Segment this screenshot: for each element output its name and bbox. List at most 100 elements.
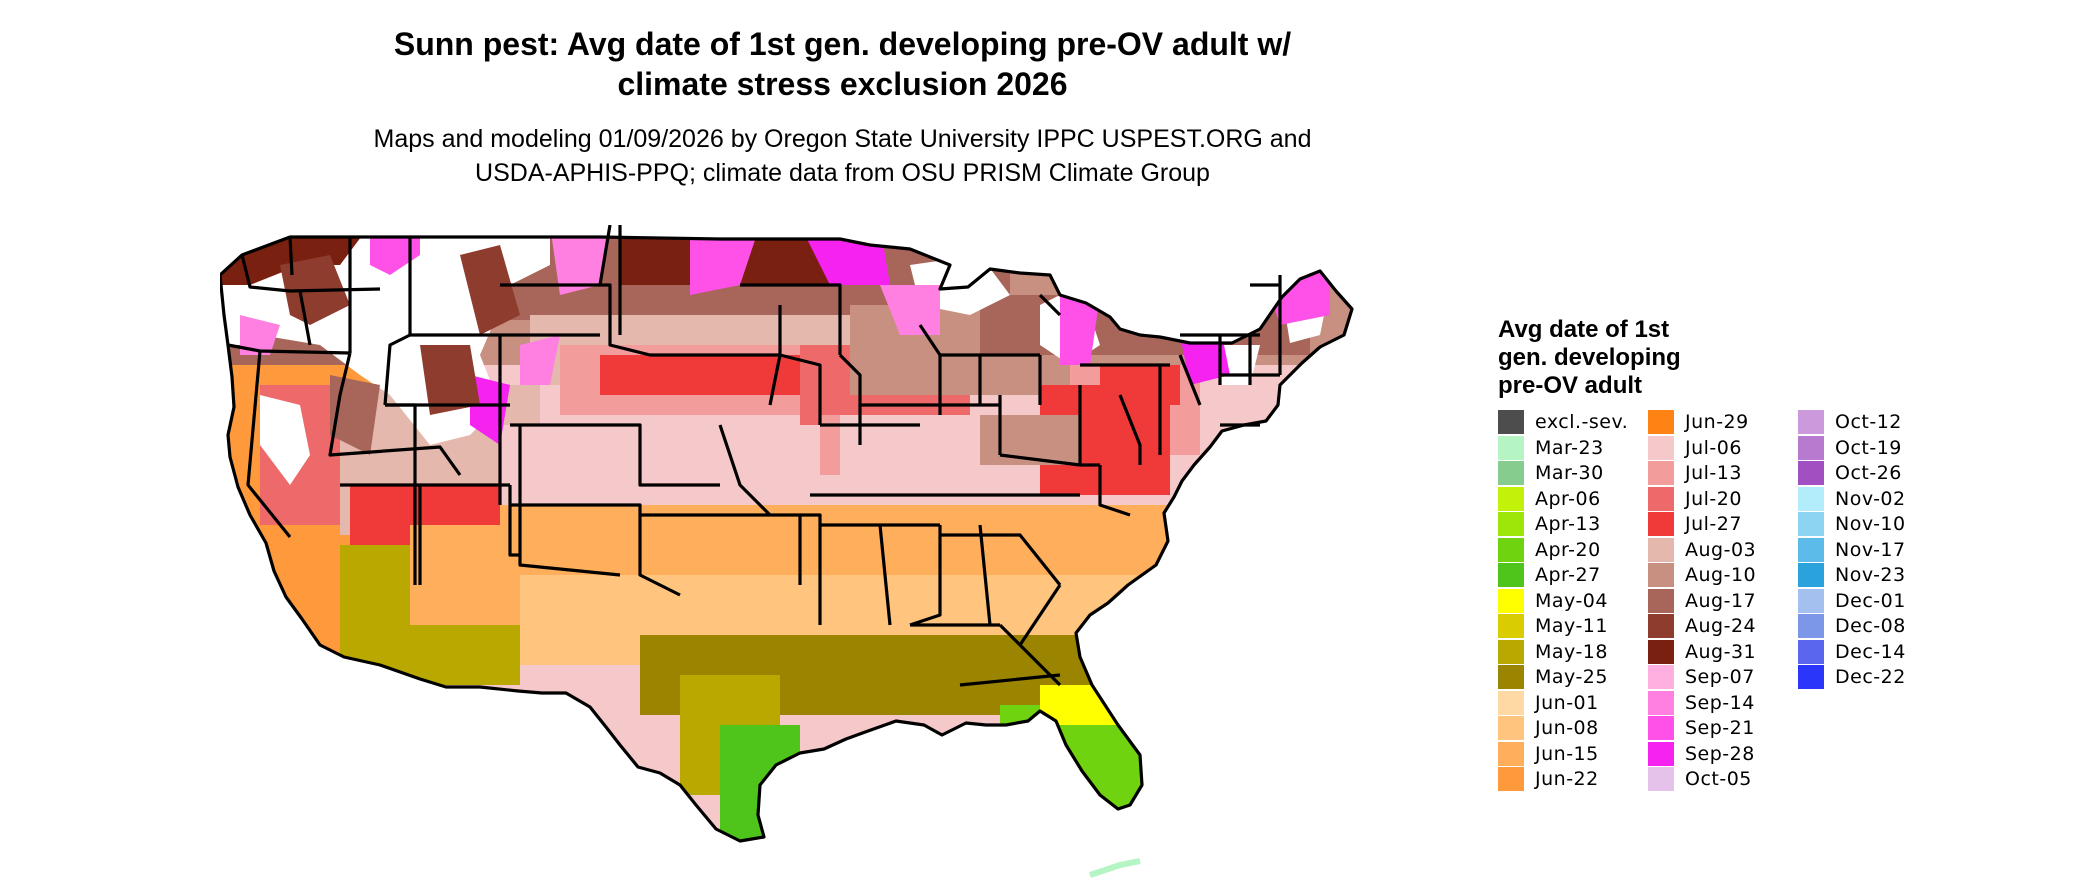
legend-swatch — [1498, 690, 1524, 715]
legend-label: May-04 — [1535, 589, 1608, 612]
legend-item: Dec-22 — [1798, 665, 1948, 691]
legend-item: Jun-15 — [1498, 741, 1648, 768]
legend-item: Nov-23 — [1798, 563, 1948, 589]
legend-swatch — [1798, 639, 1824, 664]
map-title-line-2: climate stress exclusion 2026 — [617, 66, 1068, 102]
legend-label: Dec-14 — [1835, 640, 1906, 663]
legend-swatch — [1498, 665, 1524, 689]
map-title: Sunn pest: Avg date of 1st gen. developi… — [0, 24, 1685, 104]
legend-label: Dec-08 — [1835, 615, 1906, 637]
legend-label: Aug-03 — [1685, 538, 1757, 561]
legend-label: Nov-10 — [1835, 513, 1906, 535]
legend-swatch — [1648, 741, 1674, 766]
map-subtitle-line-1: Maps and modeling 01/09/2026 by Oregon S… — [373, 125, 1312, 153]
legend-item: Jul-20 — [1648, 486, 1798, 513]
legend-item: Oct-26 — [1798, 461, 1948, 487]
legend-item: Dec-01 — [1798, 588, 1948, 615]
legend-title-line-3: pre-OV adult — [1498, 372, 1643, 399]
legend-item: Nov-17 — [1798, 537, 1948, 564]
legend-label: May-11 — [1535, 615, 1608, 637]
legend-swatch — [1798, 588, 1824, 613]
legend-item: Jun-29 — [1648, 410, 1798, 436]
legend-item: Sep-14 — [1648, 690, 1798, 717]
legend-item: Apr-20 — [1498, 537, 1648, 564]
legend-item: Jul-27 — [1648, 512, 1798, 538]
legend-label: May-18 — [1535, 640, 1608, 663]
map-title-line-1: Sunn pest: Avg date of 1st gen. developi… — [393, 26, 1292, 62]
legend-item: Nov-10 — [1798, 512, 1948, 538]
legend-item: Sep-21 — [1648, 716, 1798, 742]
legend-label: Apr-06 — [1535, 487, 1601, 510]
legend-item: Aug-03 — [1648, 537, 1798, 564]
legend-swatch — [1648, 639, 1674, 664]
legend-item: Dec-08 — [1798, 614, 1948, 640]
legend-swatch — [1798, 665, 1824, 689]
legend-item: Apr-06 — [1498, 486, 1648, 513]
legend-item: Dec-14 — [1798, 639, 1948, 666]
legend-item: Sep-28 — [1648, 741, 1798, 768]
state-borders — [220, 225, 1354, 843]
legend-label: Nov-02 — [1835, 487, 1906, 510]
legend-swatch — [1648, 767, 1674, 791]
legend-label: Sep-28 — [1685, 742, 1755, 765]
legend-label: Mar-30 — [1535, 462, 1604, 484]
legend-label: Oct-26 — [1835, 462, 1902, 484]
legend-swatch — [1648, 716, 1674, 740]
legend-swatch — [1498, 767, 1524, 791]
legend-item: Mar-23 — [1498, 435, 1648, 462]
legend-item: May-25 — [1498, 665, 1648, 691]
legend-label: Apr-27 — [1535, 564, 1601, 586]
legend-swatch — [1498, 486, 1524, 511]
legend-swatch — [1648, 665, 1674, 689]
legend-item: excl.-sev. — [1498, 410, 1648, 436]
legend-label: Dec-22 — [1835, 666, 1906, 688]
legend-swatch — [1498, 716, 1524, 740]
legend-title-line-1: Avg date of 1st — [1498, 316, 1670, 343]
legend-label: Oct-19 — [1835, 436, 1902, 459]
legend-label: Mar-23 — [1535, 436, 1604, 459]
legend-swatch — [1498, 537, 1524, 562]
legend-label: excl.-sev. — [1535, 411, 1629, 433]
legend-swatch — [1498, 563, 1524, 587]
legend-label: Jul-13 — [1685, 462, 1742, 484]
legend-swatch — [1798, 486, 1824, 511]
legend-swatch — [1498, 741, 1524, 766]
legend-swatch — [1648, 512, 1674, 536]
legend-item: Sep-07 — [1648, 665, 1798, 691]
legend-label: Apr-13 — [1535, 513, 1601, 535]
legend-label: May-25 — [1535, 666, 1608, 688]
legend-swatch — [1648, 614, 1674, 638]
legend-item: Jun-08 — [1498, 716, 1648, 742]
legend-label: Aug-17 — [1685, 589, 1757, 612]
legend-item: Aug-24 — [1648, 614, 1798, 640]
legend-swatch — [1498, 639, 1524, 664]
legend-label: Jun-22 — [1535, 768, 1599, 790]
legend-swatch — [1648, 461, 1674, 485]
legend-item: May-11 — [1498, 614, 1648, 640]
legend-label: Jun-15 — [1535, 742, 1599, 765]
legend-swatch — [1648, 588, 1674, 613]
legend-swatch — [1648, 435, 1674, 460]
colored-phenology-raster — [220, 237, 1352, 841]
legend-swatch — [1798, 435, 1824, 460]
legend-item: Mar-30 — [1498, 461, 1648, 487]
legend-item: Oct-19 — [1798, 435, 1948, 462]
legend-label: Nov-23 — [1835, 564, 1906, 586]
legend-item: Apr-27 — [1498, 563, 1648, 589]
legend-item: Jul-06 — [1648, 435, 1798, 462]
legend-swatch — [1498, 435, 1524, 460]
legend-item: Aug-17 — [1648, 588, 1798, 615]
legend-swatch — [1648, 537, 1674, 562]
legend-swatch — [1498, 614, 1524, 638]
legend-item: Aug-10 — [1648, 563, 1798, 589]
legend-item: Oct-12 — [1798, 410, 1948, 436]
legend-label: Nov-17 — [1835, 538, 1906, 561]
legend-label: Aug-24 — [1685, 615, 1757, 637]
legend-label: Jun-01 — [1535, 691, 1599, 714]
legend-item: Oct-05 — [1648, 767, 1798, 793]
legend-swatch — [1798, 512, 1824, 536]
legend-swatch — [1798, 410, 1824, 434]
legend-swatch — [1648, 486, 1674, 511]
map-subtitle: Maps and modeling 01/09/2026 by Oregon S… — [0, 122, 1685, 190]
legend-title-line-2: gen. developing — [1498, 344, 1681, 371]
